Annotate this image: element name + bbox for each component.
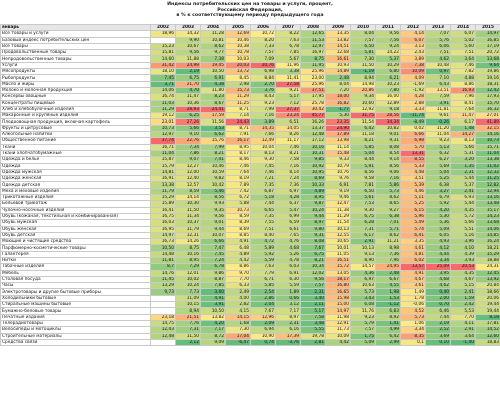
table-row: Электротовары и другие бытовые приборы 9,… [0,288,500,296]
value-cell[interactable] [150,338,176,347]
table-row: Ткани хлопчатобумажные 11,04 7,86 8,21 8,17 8… [0,149,500,158]
table-row: Молоко и молочная продукция 14,06 4,70 11,8… [0,86,500,95]
table-row: Плодоовощная продукция, включая картофел… [0,118,500,126]
value-cell[interactable]: -6,47 [225,338,251,347]
table-row: Все товары 15,23 10,67 8,62 10,38 7,33 6,78 12,… [0,42,500,51]
value-cell[interactable]: 18,83 [475,338,500,347]
table-row: Обувь (кожаная, текстильная и комбиниров… [0,212,500,221]
table-row: Макаронные и крупяные изделия 19,12 6,25 17… [0,112,500,120]
value-cell[interactable]: 9,09 [200,338,226,347]
table-row: Консервы овощные 16,74 11,47 8,23 11,29 8,43 5… [0,93,500,101]
table-row: Рыбопродукты 7,45 6,75 6,91 8,45 8,84 11,41 23,… [0,74,500,82]
table-row: Ткани 16,71 7,34 7,99 8,95 10,04 7,46 10,16 11,1… [0,143,500,151]
value-cell[interactable]: 4,42 [325,338,351,347]
table-row: Столовая посуда 11,45 10,02 8,87 7,70 6,71 6,3… [0,275,500,284]
value-cell[interactable]: 0,1 [400,338,426,347]
value-cell[interactable]: -1,40 [450,338,476,347]
value-cell[interactable]: 2,12 [175,338,201,347]
table-row: Табачные изделия 8,7 7,29 6,78 8,86 7,63 6,03 1… [0,263,500,271]
title-line-3: в % к соответствующему периоду предыдуще… [176,13,324,19]
table-row: Услуги 31,42 24,99 19,45 20,03 20,76 11,96 11,9… [0,61,500,70]
table-row: Концентраты пищевые 11,03 10,36 8,67 11,25 9,… [0,99,500,107]
table-row: Бумажно-беловые товары 8,94 10,50 4,15 7,67 7… [0,307,500,315]
table-row: Строительные материалы 12,48 11,50 8,72 17,0… [0,332,500,340]
table-row: Телерадиотовары 14,75 7,76 4,20 1,68 2,09 2,31… [0,319,500,328]
header-row: январь 2002 2003 2004 2005 2006 2007 2008 2009 20… [0,23,500,32]
row-label-cell[interactable]: Средства связи [0,338,151,347]
table-row: Алкогольные напитки 12,97 9,10 6,62 7,91 7,66… [0,131,500,139]
table-row: Галантерея 14,48 10,16 7,45 4,89 5,92 5,26 6,75… [0,250,500,259]
table-row: Нитки 11,81 8,95 7,24 4,42 5,59 4,78 8,21 16,51 8… [0,256,500,265]
table-row: Часы 13,29 10,24 7,85 6,33 5,85 5,59 7,57 16,80 1… [0,282,500,290]
table-row: Велосипеды и мотоциклы 12,43 7,31 7,17 7,30 6… [0,326,500,334]
value-cell[interactable]: -3,76 [275,338,301,347]
table-row: Одежда 15,79 12,27 10,46 7,46 7,45 7,16 10,92 10… [0,162,500,170]
table-row: Печатные издания 23,18 21,51 13,82 14,15 12,9… [0,313,500,321]
table-row: Холодильники бытовые 11,09 4,91 4,00 2,86 0,6… [0,294,500,303]
table-body: Все товары и услуги 18,96 14,32 11,28 12,69 1… [0,30,500,347]
value-cell[interactable]: 0,74 [250,338,276,347]
cpi-heatmap-table: январь 2002 2003 2004 2005 2006 2007 2008 2009 20… [0,23,500,347]
table-row: Средства связи 2,12 9,09 -6,47 0,74 -3,76 2,81… [0,338,500,347]
table-row: Стиральные машины бытовые 10,15 3,91 2,82 2,… [0,301,500,309]
value-cell[interactable]: 5,09 [350,338,376,347]
table-title: Индексы потребительских цен на товары и … [0,0,500,24]
table-row: Меха и меховые изделия 11,79 8,59 5,46 7,42 6… [0,187,500,196]
value-cell[interactable]: 2,81 [300,338,326,347]
title-line-2: Российская Федерация, [217,7,283,13]
table-row: Масло и жиры 3,71 21,70 4,38 2,98 2,70 27,58 25… [0,80,500,88]
title-line-1: Индексы потребительских цен на товары и … [167,2,333,7]
table-row: Моющие и чистящие средства 16,73 14,26 6,66… [0,238,500,246]
table-row: Общественное питание 37,74 22,76 15,76 16,17… [0,137,500,145]
value-cell[interactable]: 2,99 [375,338,401,347]
value-cell[interactable]: 0,10 [425,338,451,347]
table-row: Мясопродукты 18,10 2,19 10,50 13,72 6,98 3,38 2… [0,68,500,76]
table-row: Мебель 14,76 12,01 9,86 9,70 7,79 6,91 12,02 13,… [0,269,500,277]
table-row: Хлеб и хлебобулочные изделия 11,29 28,93 24… [0,105,500,114]
